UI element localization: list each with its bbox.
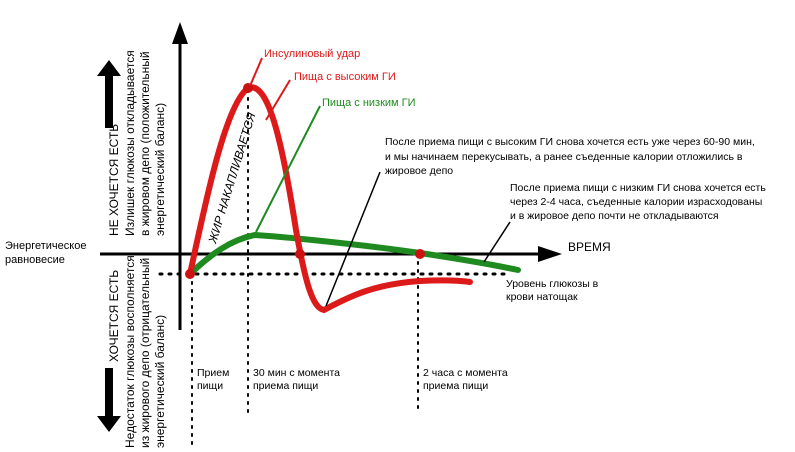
deficit-note-line-3: энергетический баланс) (153, 315, 167, 448)
low-gi-comment-line-2: через 2-4 часа, съеденные калории израсх… (510, 196, 762, 208)
deficit-note: Недостаток глюкозы восполняется из жиров… (123, 255, 167, 448)
insulin-spike-label: Инсулиновый удар (264, 48, 360, 60)
equilibrium-label-1: Энергетическое (5, 240, 86, 252)
x-axis-arrow (538, 246, 562, 262)
meal-label: Прием пищи (197, 367, 229, 392)
excess-note-line-2: в жировом депо (положительный (138, 51, 152, 236)
low-gi-comment-line-1: После приема пищи с низким ГИ снова хоче… (510, 182, 766, 194)
low-gi-comment-line-3: и в жировое депо почти не откладываются (510, 210, 719, 222)
excess-note-line-1: Излишек глюкозы откладывается (123, 50, 137, 236)
two-hours-label-line-2: приема пищи (423, 380, 488, 392)
two-hours-label-line-1: 2 часа с момента (423, 367, 508, 379)
excess-note: Излишек глюкозы откладывается в жировом … (123, 50, 167, 236)
low-gi-comment: После приема пищи с низким ГИ снова хоче… (510, 182, 766, 222)
y-axis-arrow (172, 22, 188, 44)
axes (100, 22, 562, 330)
thirty-min-label-line-2: приема пищи (253, 380, 318, 392)
fasting-level-line-2: крови натощак (506, 291, 578, 303)
deficit-note-line-1: Недостаток глюкозы восполняется (123, 255, 137, 448)
low-gi-food-label: Пища с низким ГИ (322, 97, 416, 109)
excess-note-line-3: энергетический баланс) (153, 103, 167, 236)
two-hours-label: 2 часа с момента приема пищи (423, 367, 508, 392)
hungry-label: ХОЧЕТСЯ ЕСТЬ (107, 270, 121, 362)
thirty-min-label-line-1: 30 мин с момента (253, 367, 340, 379)
meal-label-line-2: пищи (197, 380, 223, 392)
insulin-leader (249, 57, 263, 87)
high-gi-comment-line-1: После приема пищи с высоким ГИ снова хоч… (385, 136, 755, 148)
high-gi-curve (187, 84, 473, 314)
meal-marker (185, 269, 195, 279)
equilibrium-label-2: равновесие (5, 254, 65, 266)
high-gi-comment: После приема пищи с высоким ГИ снова хоч… (385, 136, 755, 177)
high-gi-comment-leader (325, 171, 381, 307)
high-gi-comment-line-2: и мы начинаем перекусывать, а ранее съед… (385, 151, 743, 163)
fasting-level-label: Уровень глюкозы в крови натощак (506, 278, 599, 303)
deficit-note-line-2: из жирового депо (отрицательный (138, 258, 152, 448)
up-arrow-icon (97, 60, 121, 128)
not-hungry-label: НЕ ХОЧЕТСЯ ЕСТЬ (107, 124, 121, 236)
low-gi-leader (255, 105, 321, 233)
low-gi-cross-marker (415, 249, 425, 259)
high-gi-comment-line-3: жировое депо (385, 165, 453, 177)
time-axis-label: ВРЕМЯ (568, 240, 611, 254)
meal-label-line-1: Прием (197, 367, 229, 379)
high-gi-leader (265, 79, 291, 121)
down-arrow-icon (97, 368, 121, 432)
low-gi-comment-leader (483, 221, 511, 263)
high-gi-cross-marker (295, 249, 305, 259)
high-gi-food-label: Пища с высоким ГИ (294, 71, 396, 83)
low-gi-curve (187, 231, 521, 277)
thirty-min-label: 30 мин с момента приема пищи (253, 367, 340, 392)
fasting-level-line-1: Уровень глюкозы в (506, 278, 599, 290)
